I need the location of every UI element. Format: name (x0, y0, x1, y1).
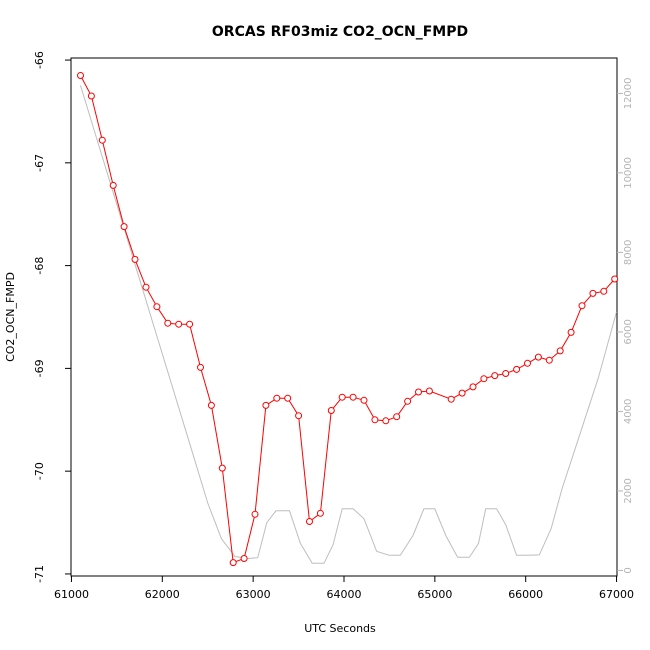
data-point (349, 393, 357, 401)
data-point (142, 283, 150, 291)
data-point (197, 363, 204, 371)
data-point (589, 289, 597, 297)
data-point (447, 395, 455, 403)
data-point (186, 320, 194, 328)
y-axis-label: CO2_OCN_FMPD (4, 272, 17, 362)
data-point (556, 347, 564, 355)
series-line-gray (80, 85, 617, 564)
y-tick-label: -68 (33, 257, 46, 275)
data-point (611, 275, 619, 283)
x-axis: 61000 62000 63000 64000 65000 66000 67000 (54, 576, 634, 601)
x-tick-label: 63000 (236, 588, 271, 601)
data-point (164, 319, 172, 327)
data-point (338, 393, 346, 401)
data-point (251, 510, 259, 518)
data-point (382, 417, 390, 425)
data-point (534, 353, 542, 361)
data-point (109, 181, 117, 189)
data-point (469, 383, 477, 391)
y2-tick-label: 12000 (623, 77, 634, 109)
chart-title: ORCAS RF03miz CO2_OCN_FMPD (212, 24, 468, 40)
y2-tick-label: 8000 (623, 240, 634, 265)
data-point (98, 136, 106, 144)
x-tick-label: 66000 (508, 588, 543, 601)
data-point (218, 464, 226, 472)
data-point (393, 413, 401, 421)
data-point (567, 328, 575, 336)
x-tick-label: 64000 (327, 588, 362, 601)
data-point (327, 407, 335, 414)
data-point (240, 555, 248, 562)
data-point (207, 401, 215, 409)
y2-tick-label: 2000 (623, 478, 634, 503)
data-point (524, 359, 531, 367)
data-point (273, 394, 281, 402)
data-point (458, 389, 466, 397)
x-axis-label: UTC Seconds (304, 622, 376, 635)
data-point (77, 72, 84, 79)
data-point (87, 92, 95, 100)
data-point (502, 370, 510, 377)
y-axis-left: -66 -67 -68 -69 -70 -71 (33, 51, 71, 583)
y-tick-label: -70 (33, 462, 46, 480)
data-point (229, 559, 237, 567)
data-point (578, 302, 586, 310)
data-point (491, 372, 499, 380)
data-point (360, 396, 368, 404)
data-point (600, 287, 608, 295)
data-point (262, 401, 270, 409)
data-point (284, 394, 292, 402)
y-axis-right: 0 2000 4000 6000 8000 10000 12000 (617, 77, 634, 574)
y-tick-label: -71 (33, 565, 46, 583)
x-tick-label: 61000 (54, 588, 89, 601)
data-point (425, 387, 433, 395)
data-point (120, 223, 128, 231)
data-point (513, 365, 521, 373)
y2-tick-label: 4000 (623, 399, 634, 424)
data-point (371, 416, 379, 424)
data-point (545, 356, 553, 364)
data-point (131, 255, 139, 263)
series-layer (77, 72, 619, 567)
series-line-red (80, 75, 616, 564)
plot-frame (70, 57, 618, 577)
x-tick-label: 62000 (145, 588, 180, 601)
y2-tick-label: 0 (623, 567, 634, 573)
x-tick-label: 65000 (417, 588, 452, 601)
data-point (295, 412, 303, 420)
data-point (306, 518, 313, 525)
y2-tick-label: 6000 (623, 319, 634, 344)
y-tick-label: -67 (33, 154, 46, 172)
x-tick-label: 67000 (599, 588, 634, 601)
data-point (415, 388, 422, 396)
data-point (404, 397, 412, 405)
y2-tick-label: 10000 (623, 157, 634, 189)
data-point (316, 509, 324, 517)
data-point (480, 375, 488, 383)
data-point (175, 320, 183, 328)
y-tick-label: -69 (33, 359, 46, 377)
y-tick-label: -66 (33, 51, 46, 69)
data-point (153, 303, 161, 311)
